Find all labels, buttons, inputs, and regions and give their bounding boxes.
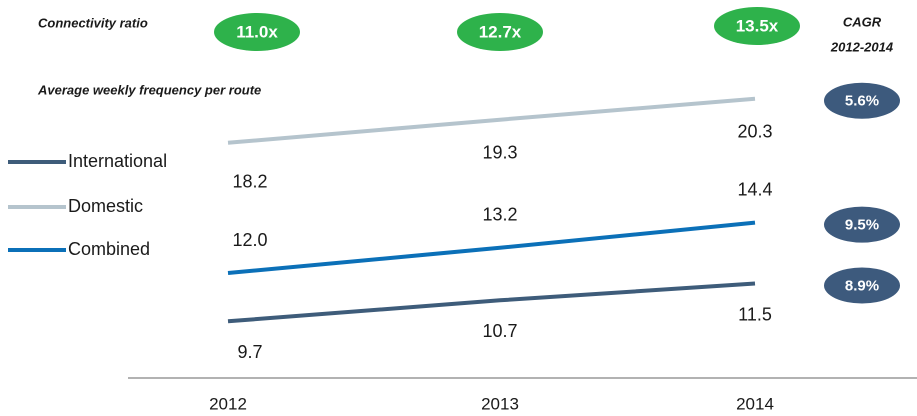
connectivity-value: 13.5x <box>736 16 779 35</box>
line <box>227 96 756 145</box>
x-tick-label: 2013 <box>481 394 519 413</box>
line <box>227 281 756 324</box>
legend-label: International <box>68 151 167 171</box>
cagr-badge <box>824 82 900 119</box>
cagr-badge <box>824 206 900 243</box>
data-label: 13.2 <box>482 205 517 225</box>
line <box>227 220 756 275</box>
subtitle: Average weekly frequency per route <box>37 82 261 97</box>
connectivity-pill <box>457 13 543 51</box>
data-label: 10.7 <box>482 321 517 341</box>
legend-label: Combined <box>68 239 150 259</box>
x-tick-label: 2012 <box>209 394 247 413</box>
x-tick-label: 2014 <box>736 394 774 413</box>
legend-label: Domestic <box>68 196 143 216</box>
data-label: 20.3 <box>737 121 772 141</box>
connectivity-label: Connectivity ratio <box>38 15 148 30</box>
connectivity-pill <box>714 7 800 45</box>
connectivity-pill <box>214 13 300 51</box>
cagr-value: 8.9% <box>845 277 879 294</box>
data-label: 19.3 <box>482 142 517 162</box>
cagr-value: 5.6% <box>845 93 879 110</box>
data-label: 11.5 <box>738 304 772 324</box>
data-label: 14.4 <box>737 179 772 199</box>
data-label: 9.7 <box>237 342 262 362</box>
connectivity-value: 11.0x <box>236 22 278 41</box>
cagr-value: 9.5% <box>845 217 879 234</box>
data-label: 18.2 <box>232 172 267 192</box>
cagr-label: 2012-2014 <box>830 39 894 54</box>
cagr-badge <box>824 267 900 304</box>
data-label: 12.0 <box>232 230 267 250</box>
cagr-label: CAGR <box>843 14 882 29</box>
connectivity-value: 12.7x <box>479 22 522 41</box>
